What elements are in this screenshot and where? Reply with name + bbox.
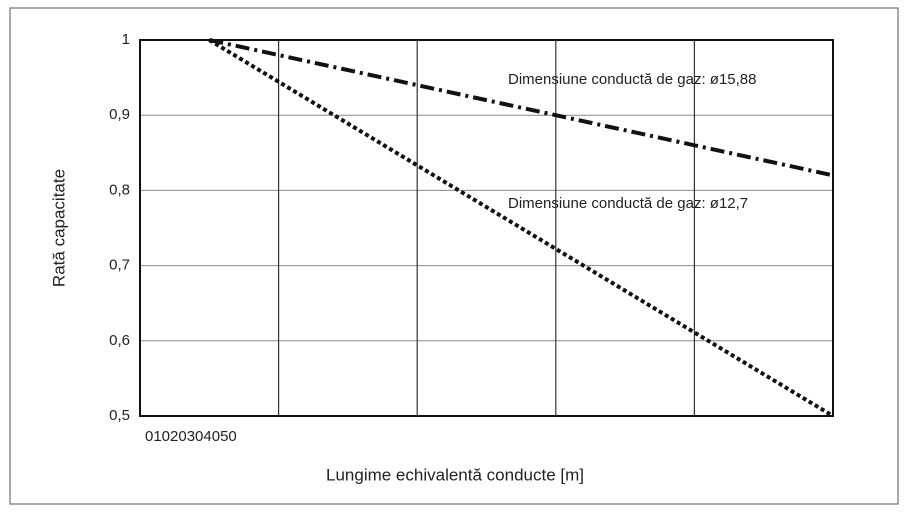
series-line	[208, 38, 834, 178]
series-line	[208, 38, 835, 418]
series-label: Dimensiune conductă de gaz: ø12,7	[508, 195, 748, 212]
y-tick-label: 0,9	[109, 106, 130, 123]
y-tick-label: 1	[122, 31, 130, 48]
y-tick-label: 0,8	[109, 181, 130, 198]
x-tick-label: 30	[187, 428, 204, 445]
y-axis-title: Rată capacitate	[49, 169, 68, 287]
y-tick-label: 0,7	[109, 257, 130, 274]
x-tick-label: 20	[170, 428, 187, 445]
y-tick-label: 0,5	[109, 407, 130, 424]
x-tick-labels: 01020304050	[145, 428, 237, 445]
frame	[9, 7, 899, 505]
x-tick-label: 40	[203, 428, 220, 445]
x-tick-label: 50	[220, 428, 237, 445]
y-tick-label: 0,6	[109, 332, 130, 349]
series-label: Dimensiune conductă de gaz: ø15,88	[508, 71, 757, 88]
plot-border	[139, 39, 834, 417]
x-tick-label: 0	[145, 428, 153, 445]
x-axis-title: Lungime echivalentă conducte [m]	[326, 465, 584, 484]
x-tick-label: 10	[153, 428, 170, 445]
